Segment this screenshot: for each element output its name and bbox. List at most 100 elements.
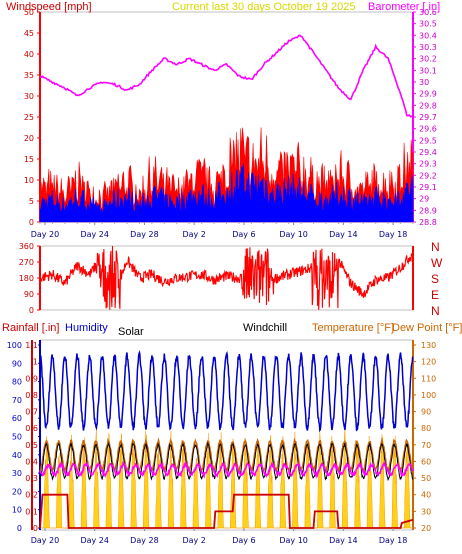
humidity-tick-label: 80 — [12, 378, 22, 387]
barometer-axis-label: Barometer [.in] — [368, 1, 440, 13]
temperature-tick-label: 100 — [421, 391, 436, 400]
humidity-tick-label: 20 — [12, 487, 22, 496]
bottom-x-tick-label: Day 2 — [182, 536, 205, 545]
windspeed-bars — [39, 163, 414, 223]
temperature-axis-ticks: 20 30 40 50 60 70 80 90 100 110 120 130 — [413, 341, 436, 533]
humidity-legend-label: Humidity — [65, 322, 108, 334]
compass-tick-label: N — [431, 304, 440, 318]
windchill-line — [39, 441, 414, 482]
barometer-tick-label: 28.8 — [419, 218, 437, 227]
top-x-tick-label: Day 2 — [182, 230, 205, 239]
rainfall-tick-label: 0.7 — [25, 408, 38, 417]
windspeed-tick-label: 0 — [29, 218, 34, 227]
barometer-tick-label: 29.4 — [419, 148, 437, 157]
barometer-tick-label: 29.8 — [419, 101, 437, 110]
barometer-tick-label: 29.2 — [419, 171, 437, 180]
barometer-axis-ticks: 28.8 28.9 29 29.1 29.2 29.3 29.4 29.5 29.6 29.7 29… — [413, 8, 437, 227]
top-x-tick-label: Day 24 — [80, 230, 109, 239]
temperature-humidity-panel: 00.10.20.30.40.50.60.70.80.911.1 0102030… — [7, 339, 436, 545]
dewpoint-legend-label: Dew Point [°F] — [392, 322, 462, 334]
rainfall-tick-label: 0.6 — [25, 424, 38, 433]
rainfall-tick-label: 1.1 — [25, 341, 38, 350]
windspeed-tick-label: 35 — [24, 71, 34, 80]
top-x-tick-label: Day 10 — [279, 230, 308, 239]
direction-degree-ticks: 0 90 180 270 360 — [19, 242, 40, 315]
direction-points — [39, 245, 414, 310]
rainfall-tick-label: 0.1 — [25, 507, 38, 516]
rainfall-axis-label: Rainfall [.in] — [2, 322, 59, 334]
temperature-tick-label: 120 — [421, 358, 436, 367]
barometer-series — [39, 34, 414, 118]
barometer-line — [39, 34, 414, 118]
barometer-tick-label: 29 — [419, 195, 429, 204]
windspeed-tick-label: 50 — [24, 8, 34, 17]
compass-tick-label: W — [431, 256, 443, 270]
rainfall-tick-label: 0.4 — [25, 457, 38, 466]
windspeed-tick-label: 20 — [24, 134, 34, 143]
direction-tick-label: 180 — [19, 274, 34, 283]
barometer-tick-label: 30.4 — [419, 31, 437, 40]
barometer-tick-label: 30.2 — [419, 55, 437, 64]
direction-tick-label: 270 — [19, 258, 34, 267]
barometer-tick-label: 30 — [419, 78, 429, 87]
compass-tick-label: N — [431, 240, 440, 254]
temperature-tick-label: 80 — [421, 424, 431, 433]
barometer-tick-label: 29.6 — [419, 125, 437, 134]
humidity-tick-label: 70 — [12, 396, 22, 405]
top-x-tick-label: Day 18 — [379, 230, 408, 239]
temperature-tick-label: 40 — [421, 491, 431, 500]
windspeed-tick-label: 5 — [29, 197, 34, 206]
barometer-tick-label: 29.7 — [419, 113, 437, 122]
rainfall-tick-label: 0.3 — [25, 474, 38, 483]
compass-tick-label: E — [431, 288, 439, 302]
barometer-tick-label: 30.1 — [419, 66, 437, 75]
rainfall-tick-label: 0 — [33, 524, 38, 533]
temperature-tick-label: 60 — [421, 457, 431, 466]
windspeed-series — [39, 163, 414, 223]
temperature-tick-label: 30 — [421, 507, 431, 516]
top-x-axis-ticks: Day 20 Day 24 Day 28 Day 2 Day 6 Day 10 Day 14… — [31, 222, 414, 239]
rainfall-axis-ticks: 0 0.1 0.2 0.3 0.4 0.5 0.6 0.7 0.8 0.9 1 1.1 — [25, 341, 38, 533]
windspeed-axis-ticks: 0 5 10 15 20 25 30 35 40 45 50 — [24, 8, 40, 227]
barometer-tick-label: 30.5 — [419, 20, 437, 29]
barometer-tick-label: 28.9 — [419, 206, 437, 215]
rainfall-tick-label: 0.8 — [25, 391, 38, 400]
barometer-tick-label: 30.3 — [419, 43, 437, 52]
bottom-x-tick-label: Day 18 — [379, 536, 408, 545]
humidity-tick-label: 90 — [12, 359, 22, 368]
chart-subtitle: Current last 30 days October 19 2025 — [172, 1, 355, 13]
humidity-tick-label: 50 — [12, 433, 22, 442]
temperature-tick-label: 20 — [421, 524, 431, 533]
barometer-tick-label: 30.6 — [419, 8, 437, 17]
barometer-tick-label: 29.3 — [419, 160, 437, 169]
direction-series — [39, 245, 414, 310]
temperature-tick-label: 90 — [421, 408, 431, 417]
windspeed-axis-label: Windspeed [mph] — [6, 1, 92, 13]
humidity-tick-label: 40 — [12, 451, 22, 460]
humidity-tick-label: 30 — [12, 469, 22, 478]
rainfall-tick-label: 0.5 — [25, 441, 38, 450]
rainfall-series — [39, 493, 414, 529]
bottom-x-tick-label: Day 6 — [232, 536, 255, 545]
barometer-tick-label: 29.1 — [419, 183, 437, 192]
temperature-tick-label: 70 — [421, 441, 431, 450]
windspeed-tick-label: 15 — [24, 155, 34, 164]
bottom-x-tick-label: Day 24 — [80, 536, 109, 545]
solar-legend-label: Solar — [118, 326, 144, 338]
dewpoint-series — [39, 460, 414, 479]
temperature-tick-label: 50 — [421, 474, 431, 483]
windchill-series — [39, 441, 414, 482]
direction-tick-label: 360 — [19, 242, 34, 251]
top-x-tick-label: Day 14 — [329, 230, 358, 239]
bottom-x-tick-label: Day 10 — [279, 536, 308, 545]
humidity-line — [39, 349, 414, 433]
bottom-x-axis-ticks: Day 20 Day 24 Day 28 Day 2 Day 6 Day 10 Day 14… — [31, 528, 408, 545]
humidity-tick-label: 60 — [12, 414, 22, 423]
top-x-tick-label: Day 28 — [130, 230, 159, 239]
humidity-tick-label: 0 — [17, 524, 22, 533]
rainfall-tick-label: 0.2 — [25, 491, 38, 500]
humidity-tick-label: 100 — [7, 341, 22, 350]
